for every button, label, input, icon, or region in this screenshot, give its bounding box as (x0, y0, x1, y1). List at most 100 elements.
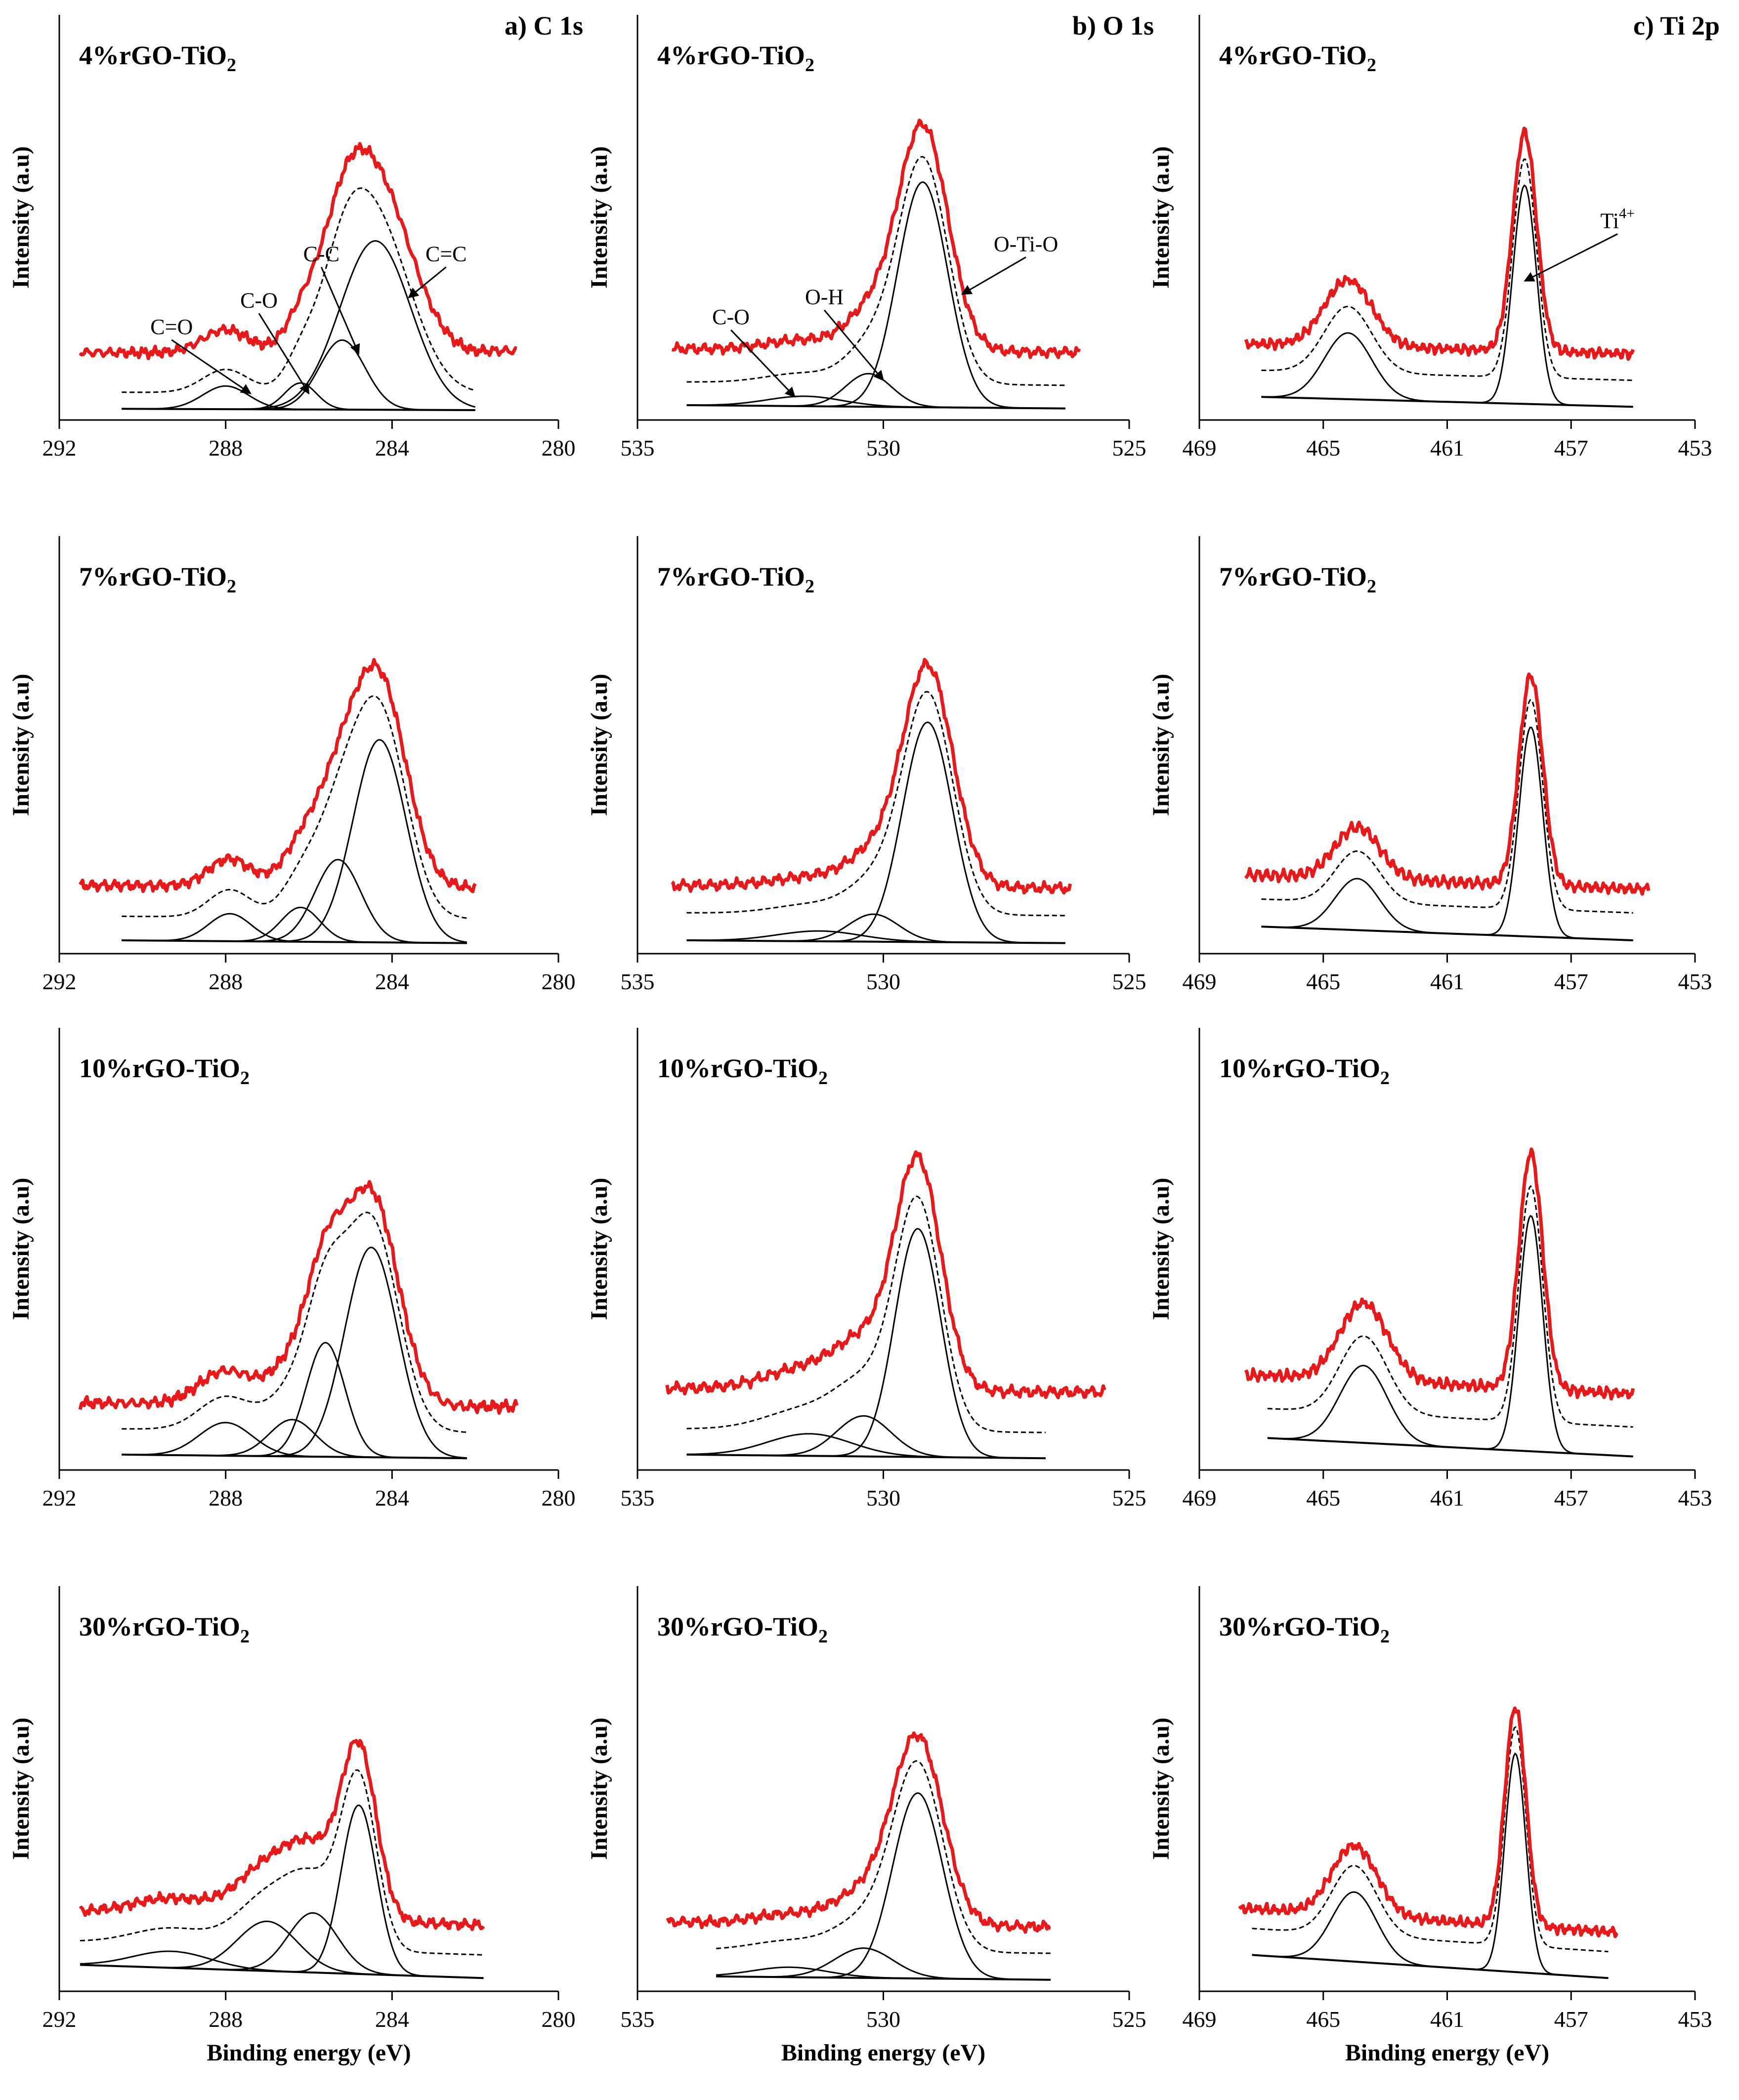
component-peak-o-ti-o (686, 181, 1065, 410)
sample-label-subscript: 2 (227, 576, 236, 597)
x-tick-label: 280 (542, 2007, 576, 2032)
annotation-arrow (961, 256, 1026, 295)
x-tick-label: 453 (1678, 2007, 1712, 2032)
fitted-envelope (122, 187, 476, 393)
x-tick-label: 461 (1430, 1485, 1464, 1511)
xps-panel-b-2: 535 530 525 Intensity (a.u) 7%rGO-TiO2 (586, 536, 1146, 994)
component-peak-ti-2p1-2 (1267, 1365, 1633, 1458)
x-tick-label: 288 (209, 435, 243, 461)
sample-label-main: 10%rGO-TiO (1219, 1053, 1380, 1083)
background-baseline (1267, 1437, 1633, 1458)
x-tick-label: 465 (1306, 2007, 1340, 2032)
x-tick-label: 288 (209, 1485, 243, 1511)
x-tick-label: 469 (1183, 969, 1217, 994)
y-axis-label: Intensity (a.u) (1148, 1718, 1174, 1860)
xps-panel-a-2: 292 288 284 280 Intensity (a.u) 7%rGO-TiO2 (8, 536, 576, 994)
sample-label-main: 30%rGO-TiO (79, 1612, 240, 1641)
sample-label: 7%rGO-TiO2 (657, 562, 814, 597)
x-tick-label: 453 (1678, 1485, 1712, 1511)
sample-label: 4%rGO-TiO2 (79, 41, 236, 76)
sample-label-main: 7%rGO-TiO (1219, 562, 1367, 591)
annotation-arrow (320, 266, 360, 355)
fitted-envelope (1261, 699, 1633, 914)
x-tick-label: 288 (209, 2007, 243, 2032)
x-tick-label: 465 (1306, 969, 1340, 994)
annotation-label: O-Ti-O (994, 232, 1058, 256)
y-axis-label: Intensity (a.u) (586, 1718, 612, 1860)
x-tick-label: 461 (1430, 2007, 1464, 2032)
component-peak-ti-2p3-2 (1261, 726, 1633, 941)
xps-panel-c-2: 469 465 461 457 453 Intensity (a.u) 7%rGO-TiO2 (1148, 536, 1712, 994)
x-tick-label: 288 (209, 969, 243, 994)
x-tick-label: 530 (866, 969, 900, 994)
x-tick-label: 465 (1306, 1485, 1340, 1511)
x-tick-label: 457 (1554, 1485, 1588, 1511)
annotation-arrow (1524, 233, 1618, 282)
x-tick-label: 284 (375, 435, 409, 461)
x-tick-label: 280 (542, 969, 576, 994)
x-tick-label: 284 (375, 1485, 409, 1511)
x-tick-label: 535 (621, 969, 655, 994)
background-baseline (122, 939, 467, 944)
x-tick-label: 292 (42, 2007, 77, 2032)
sample-label: 30%rGO-TiO2 (657, 1612, 828, 1647)
annotation-arrow (258, 313, 310, 395)
annotation-arrow (171, 339, 252, 394)
x-tick-label: 461 (1430, 435, 1464, 461)
x-tick-label: 465 (1306, 435, 1340, 461)
y-axis-label: Intensity (a.u) (586, 1177, 612, 1320)
panel-title: c) Ti 2p (1633, 11, 1720, 41)
experimental-spectrum (79, 658, 477, 893)
panels-root: 292 288 284 280 Intensity (a.u) a) C 1s 4%rGO-… (8, 11, 1720, 2066)
annotation-label: C-O (712, 305, 750, 329)
sample-label-main: 10%rGO-TiO (657, 1053, 818, 1083)
experimental-spectrum (671, 658, 1072, 895)
component-peak-o-ti-o (686, 1228, 1046, 1459)
sample-label: 4%rGO-TiO2 (1219, 41, 1376, 76)
panel-title: b) O 1s (1072, 11, 1154, 41)
sample-label-subscript: 2 (240, 1068, 250, 1089)
x-tick-label: 525 (1112, 969, 1146, 994)
x-tick-label: 457 (1554, 969, 1588, 994)
fitted-envelope (1252, 1726, 1609, 1953)
fitted-envelope (686, 691, 1065, 917)
sample-label: 10%rGO-TiO2 (657, 1053, 828, 1089)
background-baseline (1261, 396, 1633, 408)
sample-label-main: 30%rGO-TiO (657, 1612, 818, 1641)
x-tick-label: 461 (1430, 969, 1464, 994)
x-tick-label: 457 (1554, 2007, 1588, 2032)
component-peak-ti-2p3-2 (1267, 1215, 1633, 1458)
xps-panel-b-1: 535 530 525 Intensity (a.u) b) O 1s 4%rGO-TiO… (586, 11, 1154, 461)
annotation-arrow (823, 309, 884, 381)
y-axis-label: Intensity (a.u) (1148, 146, 1174, 289)
sample-label-main: 4%rGO-TiO (79, 41, 227, 70)
experimental-spectrum (671, 119, 1081, 359)
background-baseline (686, 939, 1065, 944)
fitted-envelope (1267, 1185, 1633, 1428)
x-tick-label: 284 (375, 969, 409, 994)
x-axis-label: Binding energy (eV) (781, 2040, 985, 2066)
sample-label-main: 7%rGO-TiO (79, 562, 227, 591)
sample-label: 30%rGO-TiO2 (1219, 1612, 1390, 1647)
y-axis-label: Intensity (a.u) (1148, 1177, 1174, 1320)
annotation-label: C-C (303, 242, 339, 266)
component-peak-ti-2p3-2 (1261, 184, 1633, 408)
y-axis-label: Intensity (a.u) (8, 673, 34, 816)
xps-panel-c-1: 469 465 461 457 453 Intensity (a.u) c) Ti 2p 4%… (1148, 11, 1720, 461)
sample-label-subscript: 2 (818, 1626, 828, 1647)
experimental-spectrum (1244, 672, 1651, 896)
background-baseline (122, 1453, 467, 1460)
background-baseline (716, 1975, 1051, 1981)
fitted-envelope (122, 1212, 467, 1433)
sample-label: 10%rGO-TiO2 (79, 1053, 250, 1089)
sample-label-subscript: 2 (1367, 576, 1376, 597)
x-tick-label: 284 (375, 2007, 409, 2032)
xps-panel-a-3: 292 288 284 280 Intensity (a.u) 10%rGO-TiO2 (8, 1028, 576, 1511)
experimental-spectrum (79, 1739, 485, 1932)
y-axis-label: Intensity (a.u) (586, 146, 612, 289)
sample-label: 7%rGO-TiO2 (79, 562, 236, 597)
x-tick-label: 525 (1112, 2007, 1146, 2032)
experimental-spectrum (78, 1180, 519, 1415)
sample-label-subscript: 2 (805, 576, 814, 597)
